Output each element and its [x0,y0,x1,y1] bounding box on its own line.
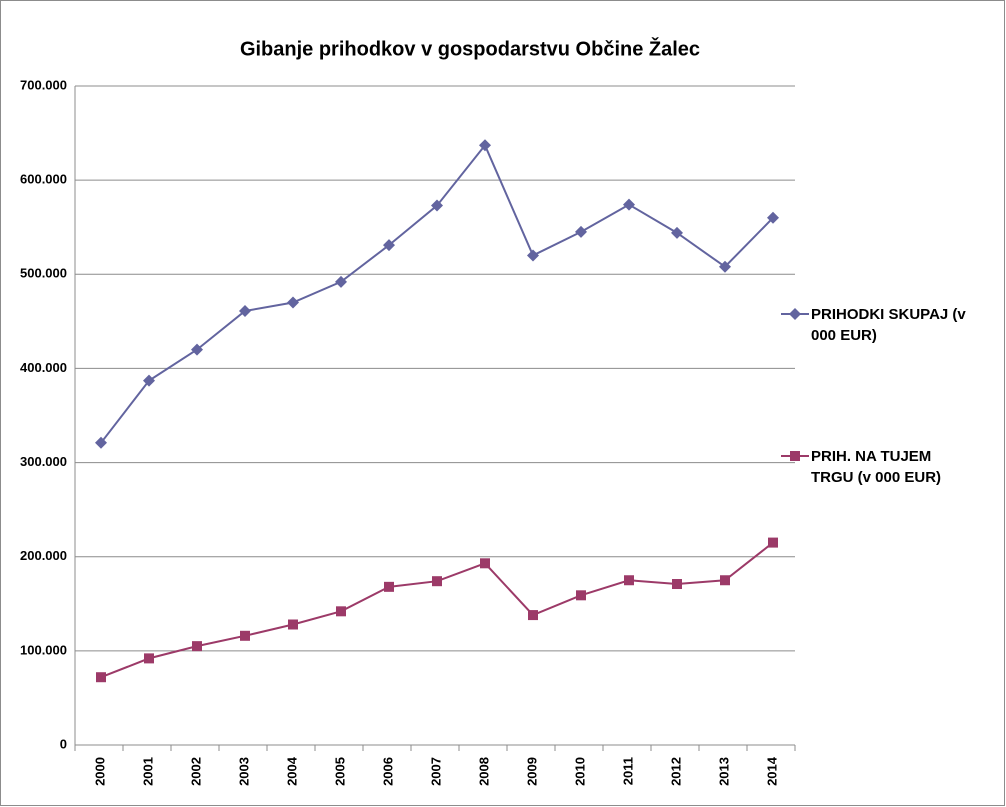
x-tick-label: 2007 [428,757,443,786]
x-tick-label: 2009 [524,757,539,786]
point [287,296,299,309]
y-tick-label: 0 [60,736,67,751]
point [335,275,347,288]
x-tick-label: 2008 [476,757,491,786]
point [479,139,491,152]
point [528,610,538,621]
point [767,211,779,224]
chart-title: Gibanje prihodkov v gospodarstvu Občine … [240,36,700,60]
y-tick-label: 200.000 [20,548,67,563]
point [143,374,155,387]
y-tick-label: 600.000 [20,172,67,187]
point [383,239,395,252]
point [191,343,203,356]
point [789,308,801,320]
point [144,653,154,664]
point [671,226,683,239]
point [431,199,443,212]
point [432,576,442,587]
point [288,619,298,630]
x-tick-label: 2000 [92,757,107,786]
x-tick-label: 2012 [668,757,683,786]
point [527,249,539,262]
point [240,630,250,641]
point [192,641,202,652]
point [384,581,394,592]
y-tick-label: 500.000 [20,266,67,281]
legend-label: PRIH. NA TUJEM TRGU (v 000 EUR) [811,448,942,486]
point [624,575,634,586]
x-tick-label: 2014 [764,756,779,786]
point [96,672,106,683]
legend-item: PRIH. NA TUJEM TRGU (v 000 EUR) [775,446,975,488]
legend-swatch [781,308,809,320]
point [480,558,490,569]
x-tick-label: 2002 [188,757,203,786]
x-tick-label: 2006 [380,757,395,786]
legend-swatch [781,451,809,461]
legend-label: PRIHODKI SKUPAJ (v 000 EUR) [811,306,966,344]
point [336,606,346,617]
x-tick-label: 2001 [140,757,155,786]
point [719,260,731,273]
y-tick-label: 100.000 [20,642,67,657]
point [790,451,800,461]
y-tick-label: 400.000 [20,360,67,375]
point [576,590,586,601]
x-tick-label: 2013 [716,757,731,786]
point [768,537,778,548]
point [575,225,587,238]
x-tick-label: 2003 [236,757,251,786]
point [239,305,251,318]
point [720,575,730,586]
y-tick-label: 700.000 [20,77,67,92]
point [95,436,107,449]
point [672,579,682,590]
x-tick-label: 2004 [284,756,299,786]
x-tick-label: 2011 [620,757,635,785]
point [623,198,635,211]
y-tick-label: 300.000 [20,454,67,469]
x-tick-label: 2005 [332,757,347,786]
x-tick-label: 2010 [572,757,587,786]
legend-item: PRIHODKI SKUPAJ (v 000 EUR) [775,304,975,346]
